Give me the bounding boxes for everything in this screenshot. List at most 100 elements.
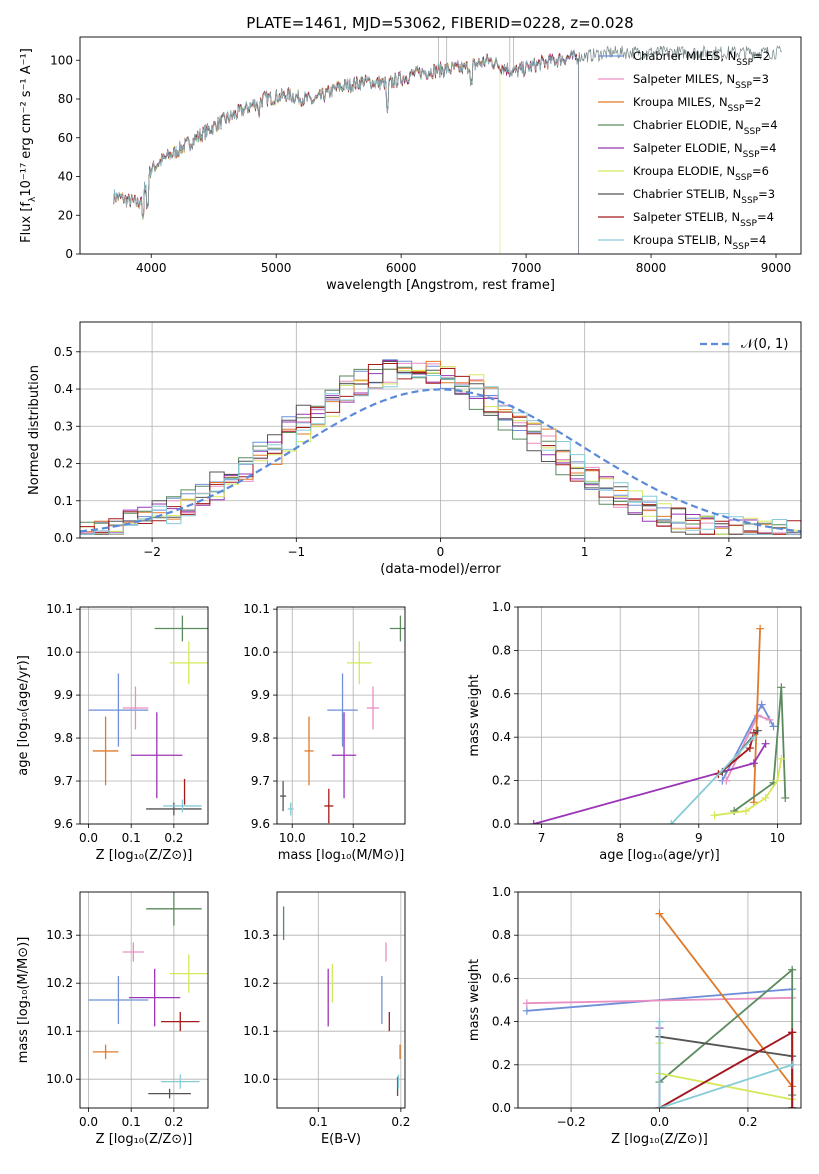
- x-tick-label: 10: [770, 831, 785, 845]
- weight-point-marker: [655, 909, 664, 918]
- errorbar-point-salpeter_miles: [122, 942, 144, 962]
- weight-point-marker: [788, 1060, 797, 1069]
- weight-point-marker: [741, 806, 750, 815]
- model-spectrum-kroupa_miles: [113, 49, 579, 254]
- x-tick-label: 8: [616, 831, 624, 845]
- weight-line: [670, 736, 755, 824]
- panel-residual-histogram: −2 −1 0 1 2 0.0 0.1 0.2 0.3 0.4 0.5 (data-model)/er…: [27, 321, 802, 577]
- plot-area: [522, 909, 797, 1108]
- x-tick-label: 9000: [761, 261, 792, 275]
- weight-series-kroupa_stelib: [667, 733, 758, 824]
- y-tick-label: 9.7: [251, 774, 270, 788]
- y-tick-label: 0.8: [492, 928, 511, 942]
- x-tick-label: 0.1: [122, 831, 141, 845]
- residual-histogram-salpeter_elodie: [80, 360, 801, 535]
- weight-point-marker: [655, 1104, 664, 1108]
- y-tick-label: 9.9: [54, 688, 73, 702]
- y-tick-label: 1.0: [492, 600, 511, 614]
- x-tick-label: 1: [581, 545, 589, 559]
- errorbar-point-chabrier_miles: [88, 673, 149, 747]
- y-tick-label: 10.0: [46, 1072, 73, 1086]
- weight-line: [733, 687, 787, 812]
- x-tick-label: 6000: [386, 261, 417, 275]
- y-tick-label: 100: [50, 53, 73, 67]
- errorbar-point-chabrier_stelib: [148, 1088, 191, 1099]
- y-axis-label: mass weight: [467, 959, 482, 1041]
- model-spectrum-kroupa_stelib: [113, 49, 579, 254]
- x-tick-label: 0.2: [164, 831, 183, 845]
- errorbar-point-chabrier_stelib: [146, 802, 202, 816]
- weight-point-marker: [756, 624, 765, 633]
- errorbar-point-kroupa_stelib: [161, 1074, 200, 1089]
- x-axis-label: (data-model)/error: [380, 562, 501, 577]
- legend-label-kroupa_miles: Kroupa MILES, NSSP=2: [633, 95, 761, 114]
- weight-point-marker: [788, 1028, 797, 1037]
- legend-label-normal: 𝒩(0, 1): [741, 337, 788, 352]
- y-tick-label: 10.1: [46, 602, 73, 616]
- x-tick-label: 0.0: [79, 1115, 98, 1129]
- y-tick-label: 10.0: [46, 645, 73, 659]
- y-tick-label: 0.4: [492, 730, 511, 744]
- x-tick-label: −2: [143, 545, 161, 559]
- errorbar-point-salpeter_elodie: [131, 712, 183, 799]
- weight-point-marker: [522, 1006, 531, 1015]
- y-tick-label: 0.6: [492, 687, 511, 701]
- axes-frame: [276, 606, 406, 825]
- legend-label-kroupa_elodie: Kroupa ELODIE, NSSP=6: [633, 164, 769, 183]
- x-tick-label: 5000: [261, 261, 292, 275]
- y-tick-label: 9.9: [251, 688, 270, 702]
- legend-label-salpeter_miles: Salpeter MILES, NSSP=3: [633, 72, 769, 91]
- plot-area: [529, 624, 790, 824]
- legend-label-salpeter_elodie: Salpeter ELODIE, NSSP=4: [633, 141, 776, 160]
- errorbar-point-kroupa_miles: [304, 716, 314, 786]
- axes-frame: [276, 891, 406, 1109]
- x-tick-label: 0: [437, 545, 445, 559]
- weight-series-kroupa_elodie: [710, 754, 786, 820]
- x-tick-label: 2: [725, 545, 733, 559]
- y-tick-label: 10.0: [243, 1072, 270, 1086]
- errorbar-point-salpeter_stelib: [161, 1012, 200, 1032]
- y-tick-label: 9.6: [251, 817, 270, 831]
- weight-line: [752, 628, 761, 803]
- y-tick-label: 9.7: [54, 774, 73, 788]
- y-tick-label: 10.0: [243, 645, 270, 659]
- gridlines: [277, 607, 405, 825]
- y-tick-label: 0.0: [54, 531, 73, 545]
- x-axis-label: wavelength [Angstrom, rest frame]: [326, 278, 555, 293]
- errorbar-point-kroupa_miles: [92, 1044, 119, 1060]
- x-tick-label: 10.2: [340, 831, 367, 845]
- y-tick-label: 10.2: [46, 976, 73, 990]
- weight-point-marker: [730, 806, 739, 815]
- model-spectrum-salpeter_stelib: [113, 50, 579, 254]
- y-tick-label: 1.0: [492, 885, 511, 899]
- residual-histogram-kroupa_miles: [80, 360, 801, 535]
- x-tick-label: 8000: [636, 261, 667, 275]
- errorbar-point-salpeter_elodie: [331, 712, 357, 799]
- chart-title: PLATE=1461, MJD=53062, FIBERID=0228, z=0…: [246, 14, 633, 32]
- x-tick-label: 0.2: [738, 1115, 757, 1129]
- x-tick-label: 0.0: [650, 1115, 669, 1129]
- x-axis-label: Z [log₁₀(Z/Z⊙)]: [96, 1132, 193, 1147]
- x-tick-label: −0.2: [556, 1115, 585, 1129]
- weight-point-marker: [710, 811, 719, 820]
- residual-histogram-kroupa_elodie: [80, 366, 801, 535]
- gridlines: [277, 892, 405, 1108]
- x-tick-label: 0.1: [122, 1115, 141, 1129]
- y-tick-label: 10.1: [243, 1024, 270, 1038]
- x-tick-label: 7: [538, 831, 546, 845]
- y-tick-label: 0.2: [492, 1058, 511, 1072]
- weight-line: [533, 743, 767, 824]
- model-spectrum-salpeter_miles: [113, 49, 579, 254]
- y-tick-label: 0.3: [54, 419, 73, 433]
- x-tick-label: 0.0: [79, 831, 98, 845]
- y-tick-label: 0.8: [492, 643, 511, 657]
- y-tick-label: 0.4: [492, 1015, 511, 1029]
- y-tick-label: 10.1: [243, 602, 270, 616]
- errorbar-point-chabrier_elodie: [146, 892, 202, 926]
- panel-age-vs-Z: 0.0 0.1 0.2 9.6 9.7 9.8 9.9 10.0 10.1 Z [log₁₀(Z/…: [16, 602, 209, 863]
- y-tick-label: 10.3: [243, 928, 270, 942]
- model-spectrum-chabrier_elodie: [113, 49, 579, 254]
- model-spectrum-salpeter_elodie: [113, 51, 579, 254]
